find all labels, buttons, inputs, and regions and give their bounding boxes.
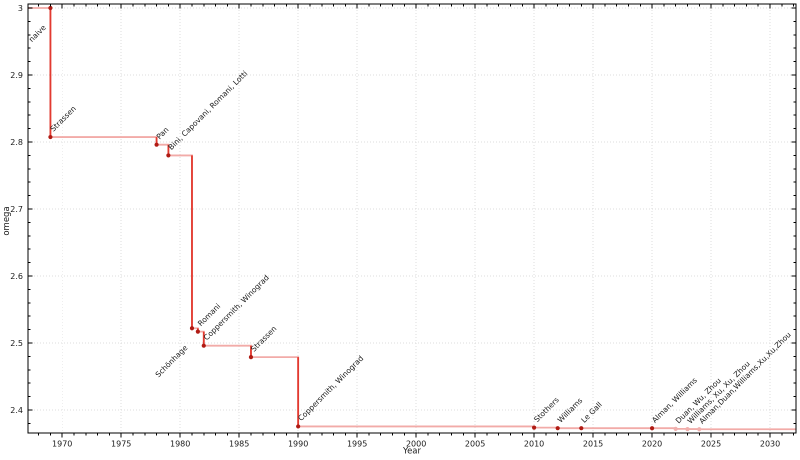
x-tick-label: 2010 <box>524 440 544 449</box>
data-point-marker <box>673 426 678 431</box>
annotation-label: Le Gall <box>579 400 603 424</box>
annotation-label: Schönhage <box>154 343 190 379</box>
x-tick-label: 2030 <box>760 440 780 449</box>
y-axis-title: omega <box>2 206 12 235</box>
annotation-label: Strassen <box>249 324 279 354</box>
data-point-marker <box>296 424 301 429</box>
data-point-marker <box>685 426 690 432</box>
data-point-marker <box>201 343 206 348</box>
x-tick-label: 1980 <box>170 440 190 449</box>
annotation-label: naive <box>27 23 48 44</box>
x-tick-label: 2000 <box>406 440 426 449</box>
data-point-marker <box>189 326 195 331</box>
data-point-marker <box>697 427 702 432</box>
plot-border <box>27 3 797 434</box>
y-tick-label: 2.6 <box>10 272 23 281</box>
data-point-marker <box>48 134 53 140</box>
data-point-marker <box>166 153 171 158</box>
data-point-marker <box>532 425 537 430</box>
data-point-marker <box>555 426 560 431</box>
data-point-marker <box>579 426 584 431</box>
data-point-marker <box>195 329 200 334</box>
x-tick-label: 1990 <box>288 440 308 449</box>
annotation-label: Coppersmith, Winograd <box>296 354 365 423</box>
x-tick-label: 2020 <box>642 440 662 449</box>
data-point-marker <box>48 5 53 11</box>
data-point-marker <box>649 426 655 431</box>
y-tick-label: 2.8 <box>10 138 23 147</box>
x-tick-label: 1985 <box>229 440 249 449</box>
data-point-marker <box>154 142 159 147</box>
annotation-label: Bini, Capovani, Romani, Lotti <box>166 69 249 152</box>
x-tick-label: 1975 <box>111 440 131 449</box>
x-tick-label: 2025 <box>701 440 721 449</box>
x-axis-title: Year <box>402 447 422 457</box>
step-line <box>28 7 796 431</box>
plot-area: 1970 1975 1980 1985 1990 1995 2000 2005 2010 2015… <box>10 3 797 449</box>
annotation-label: Strassen <box>48 104 78 134</box>
x-tick-label: 1995 <box>347 440 367 449</box>
annotation-label: Alman,Duan,Williams,Xu,Xu,Zhou <box>697 330 793 426</box>
annotation-label: Williams, Xu, Xu, Zhou <box>686 359 752 425</box>
data-point-marker <box>248 354 254 360</box>
y-tick-label: 3 <box>18 4 23 13</box>
y-tick-label: 2.4 <box>10 406 23 415</box>
y-tick-label: 2.5 <box>10 339 23 348</box>
y-tick-label: 2.9 <box>10 71 23 80</box>
x-tick-label: 2015 <box>583 440 603 449</box>
y-tick-label: 2.7 <box>10 205 23 214</box>
x-tick-label: 2005 <box>465 440 485 449</box>
x-tick-label: 1970 <box>52 440 72 449</box>
